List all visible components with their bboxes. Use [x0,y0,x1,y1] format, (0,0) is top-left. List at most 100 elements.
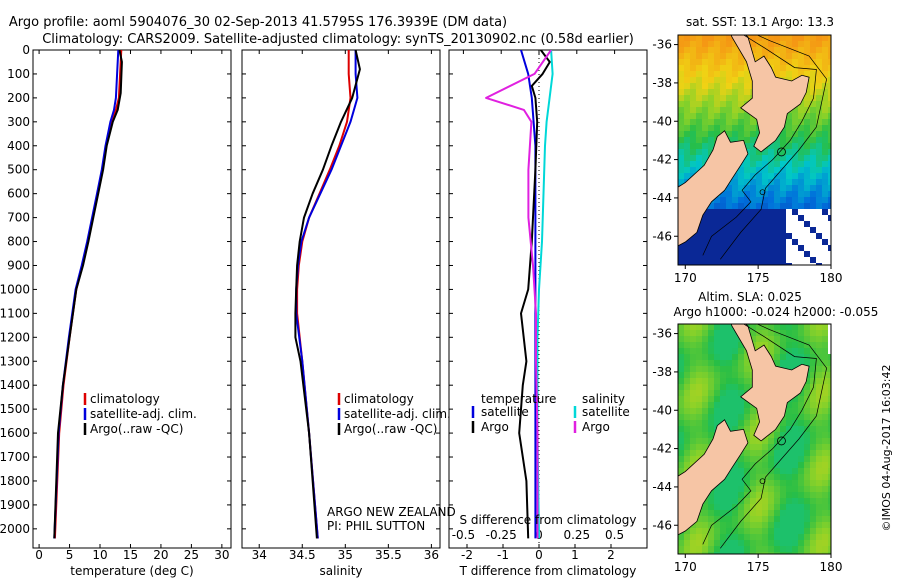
field-cell [744,71,750,77]
legend-label-t-satellite: satellite [481,405,529,419]
field-cell [792,528,798,534]
field-cell [738,257,744,263]
field-cell [768,432,774,438]
field-cell [738,179,744,185]
field-cell [774,239,780,245]
field-cell [702,534,708,540]
field-cell [732,203,738,209]
field-cell [696,336,702,342]
x-tick-label: 34 [252,548,267,562]
field-cell [828,95,831,101]
field-cell [810,414,816,420]
field-cell [768,59,774,65]
field-cell [780,179,786,185]
field-cell [822,474,828,480]
field-cell [750,179,756,185]
field-cell [720,107,726,113]
field-cell [744,522,750,528]
field-cell [690,408,696,414]
field-cell [684,35,690,41]
field-cell [702,59,708,65]
annotation-argo-nz: ARGO NEW ZEALAND [327,505,456,519]
field-cell [684,167,690,173]
field-cell [720,65,726,71]
field-cell [828,65,831,71]
field-cell [708,53,714,59]
field-cell [750,528,756,534]
field-cell [780,149,786,155]
field-cell [696,143,702,149]
field-cell [816,414,822,420]
field-cell [780,41,786,47]
field-cell [744,179,750,185]
field-cell [738,480,744,486]
field-cell [816,438,822,444]
field-cell [822,41,828,47]
field-cell [714,540,720,546]
plot-frame [241,49,441,549]
field-cell [690,161,696,167]
field-cell [756,456,762,462]
field-cell [804,131,810,137]
field-cell [696,366,702,372]
field-cell [786,185,792,191]
field-cell [804,336,810,342]
field-cell [762,450,768,456]
field-cell [708,378,714,384]
field-cell [816,540,822,546]
field-cell [744,468,750,474]
field-cell [732,354,738,360]
field-cell [810,95,816,101]
field-cell [810,131,816,137]
field-cell [810,107,816,113]
field-cell [738,215,744,221]
field-cell [690,396,696,402]
field-cell [696,528,702,534]
field-cell [720,71,726,77]
field-cell [792,324,798,330]
field-cell [696,414,702,420]
field-cell [792,468,798,474]
field-cell [828,414,831,420]
field-cell [750,221,756,227]
field-cell [768,47,774,53]
field-cell [756,227,762,233]
field-cell [732,426,738,432]
field-cell [744,251,750,257]
field-cell [720,233,726,239]
field-cell [780,528,786,534]
field-cell [678,552,684,554]
field-cell [804,414,810,420]
field-cell [780,233,786,239]
field-cell [768,522,774,528]
field-cell [798,498,804,504]
field-cell [750,552,756,554]
argo-location-marker [777,436,786,446]
field-cell [732,251,738,257]
field-cell [768,528,774,534]
field-cell [822,59,828,65]
field-cell [714,203,720,209]
field-cell [774,348,780,354]
field-cell [708,215,714,221]
field-cell [726,552,732,554]
field-cell [804,420,810,426]
field-cell [744,462,750,468]
field-cell [828,245,831,251]
field-cell [798,173,804,179]
depth-tick-label: 0 [22,43,30,57]
field-cell [756,528,762,534]
field-cell [756,504,762,510]
field-cell [774,149,780,155]
field-cell [816,119,822,125]
field-cell [720,360,726,366]
field-cell [684,251,690,257]
field-cell [828,474,831,480]
field-cell [738,89,744,95]
field-cell [756,516,762,522]
field-cell [684,149,690,155]
field-cell [792,540,798,546]
field-cell [738,197,744,203]
field-cell [780,438,786,444]
field-cell [708,534,714,540]
